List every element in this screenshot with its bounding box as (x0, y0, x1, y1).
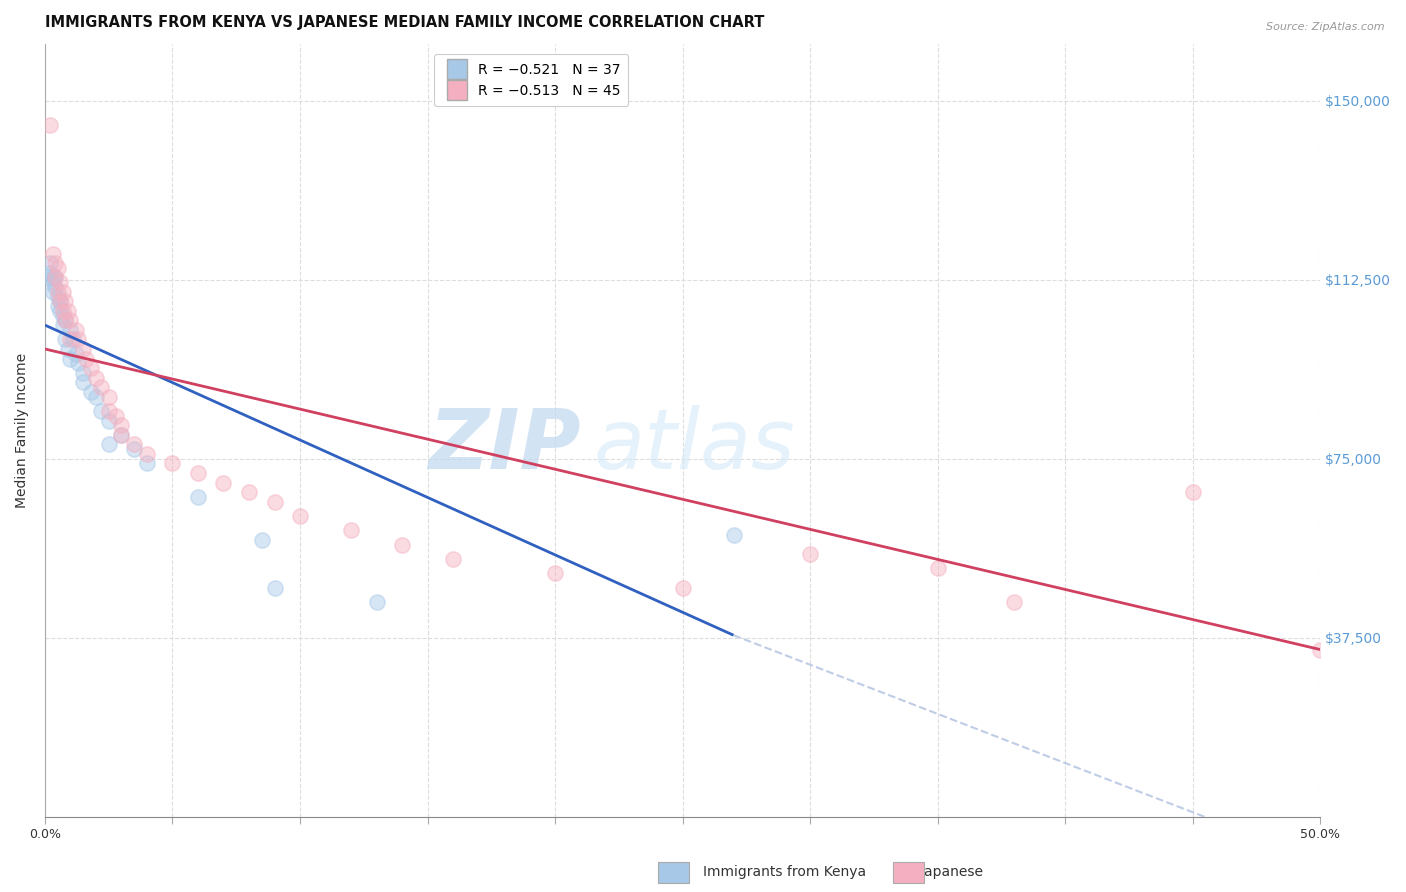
Y-axis label: Median Family Income: Median Family Income (15, 352, 30, 508)
Point (46, 289, 69, 303)
Point (97, 413, 120, 427)
Point (49, 275, 72, 289)
Text: ZIP: ZIP (427, 405, 581, 486)
Point (46, 260, 69, 275)
Point (1309, 642, 1331, 657)
Legend: R = −0.521   N = 37, R = −0.513   N = 45: R = −0.521 N = 37, R = −0.513 N = 45 (434, 54, 628, 106)
Point (44, 280, 66, 294)
Point (52, 303, 75, 318)
Point (238, 485, 260, 500)
Point (927, 561, 949, 575)
Point (53, 333, 76, 347)
Point (90, 380, 112, 394)
Point (80, 384, 103, 399)
Point (56, 303, 79, 318)
Point (84, 390, 107, 404)
Text: IMMIGRANTS FROM KENYA VS JAPANESE MEDIAN FAMILY INCOME CORRELATION CHART: IMMIGRANTS FROM KENYA VS JAPANESE MEDIAN… (45, 15, 765, 30)
Point (110, 428, 132, 442)
Point (75, 351, 97, 366)
Point (122, 437, 145, 451)
Point (723, 528, 745, 542)
Point (544, 566, 567, 581)
Point (212, 475, 235, 490)
Point (53, 294, 76, 309)
Point (59, 313, 82, 327)
Point (391, 538, 413, 552)
Point (67, 356, 90, 370)
Point (41, 270, 63, 285)
Text: Source: ZipAtlas.com: Source: ZipAtlas.com (1267, 22, 1385, 32)
Point (97, 437, 120, 451)
Point (65, 323, 87, 337)
Point (41, 285, 63, 299)
Point (72, 376, 94, 390)
Point (187, 490, 209, 504)
Point (67, 333, 90, 347)
Point (44, 256, 66, 270)
Point (49, 303, 72, 318)
Point (366, 595, 388, 609)
Point (263, 581, 285, 595)
Point (263, 494, 285, 508)
Point (80, 361, 103, 376)
Point (53, 313, 76, 327)
Point (53, 313, 76, 327)
Point (49, 294, 72, 309)
Point (62, 333, 84, 347)
Point (46, 285, 69, 299)
Point (56, 342, 79, 356)
Point (39, 256, 62, 270)
Point (162, 457, 184, 471)
Point (41, 246, 63, 260)
Point (44, 270, 66, 285)
Point (90, 404, 112, 418)
Text: atlas: atlas (593, 405, 794, 486)
Point (46, 299, 69, 313)
Point (122, 442, 145, 457)
Point (340, 523, 363, 537)
Point (39, 266, 62, 280)
Point (41, 275, 63, 289)
Point (59, 351, 82, 366)
Point (250, 533, 273, 547)
Point (97, 390, 120, 404)
Point (671, 581, 693, 595)
Point (84, 370, 107, 384)
Text: Immigrants from Kenya: Immigrants from Kenya (703, 865, 866, 880)
Point (136, 457, 159, 471)
Point (110, 418, 132, 433)
Point (49, 294, 72, 309)
Point (52, 285, 75, 299)
Point (136, 447, 159, 461)
Point (72, 342, 94, 356)
Point (52, 318, 75, 333)
Point (52, 309, 75, 323)
Point (441, 552, 464, 566)
Text: Japanese: Japanese (921, 865, 984, 880)
Point (39, 118, 62, 132)
Point (72, 366, 94, 380)
Point (288, 508, 311, 523)
Point (1181, 485, 1204, 500)
Point (97, 404, 120, 418)
Point (44, 270, 66, 285)
Point (1002, 595, 1025, 609)
Point (37, 270, 59, 285)
Point (59, 323, 82, 337)
Point (799, 547, 821, 561)
Point (105, 409, 128, 423)
Point (59, 333, 82, 347)
Point (110, 428, 132, 442)
Point (187, 466, 209, 480)
Point (65, 347, 87, 361)
